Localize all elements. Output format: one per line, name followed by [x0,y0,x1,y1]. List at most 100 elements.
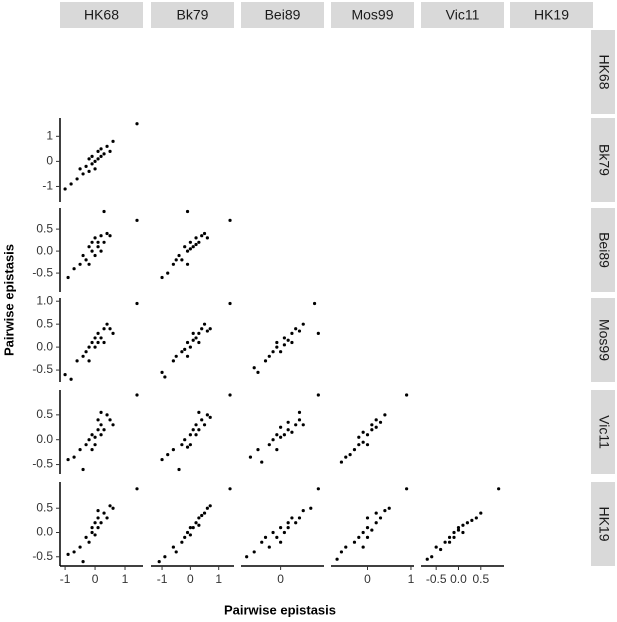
point [352,540,357,544]
point [197,340,201,345]
point [252,550,256,554]
point [174,550,178,554]
point [297,516,302,520]
y-tick-label: 0.0 [36,525,53,539]
point [99,521,103,525]
point [282,336,286,340]
point [105,413,109,417]
point [452,530,456,535]
x-tick-label: 1 [408,572,415,586]
point [180,443,184,447]
x-tick-label: -0.5 [426,572,447,586]
point [90,240,94,244]
point [365,535,370,539]
point [188,433,192,437]
point [260,460,264,464]
point [260,540,264,544]
point [180,258,184,262]
row-strip-label: Bei89 [596,232,612,268]
y-tick-label: 0.0 [36,243,53,257]
column-strip-label: Bk79 [177,7,209,23]
point [78,167,82,171]
point [202,322,207,326]
point [271,438,275,442]
point [197,428,201,432]
point [248,455,253,459]
point [465,521,470,525]
point [208,504,212,508]
point [90,249,94,253]
column-strip-label: HK68 [84,7,119,23]
point [191,338,195,342]
point [185,262,190,266]
point [111,139,115,143]
point [185,209,190,214]
point [279,425,283,429]
strip-bg [421,2,504,28]
x-tick-label: 1 [215,572,222,586]
point [205,329,209,333]
strip-bg [151,2,234,28]
point [160,457,164,462]
point [160,370,164,374]
point [387,506,391,510]
point [81,354,85,358]
point [374,418,378,422]
y-tick-label: -0.5 [32,362,53,376]
point [87,262,91,266]
point [102,209,106,214]
point [205,236,209,240]
point [370,423,374,427]
point [96,428,100,432]
point [111,331,115,335]
point [447,540,452,544]
point [275,345,279,349]
point [108,149,112,153]
point [188,533,192,537]
point [286,521,290,525]
point [294,521,298,525]
point [405,393,409,397]
point [90,448,94,452]
point [200,327,204,331]
column-strip-label: Mos99 [351,7,393,23]
point [191,331,195,335]
point [87,540,91,544]
point [177,253,181,258]
point [443,540,447,544]
point [447,535,452,539]
point [200,234,204,238]
point [171,262,175,266]
point [183,535,187,539]
point [99,433,103,437]
point [185,530,190,535]
point [188,443,192,447]
point [99,336,103,340]
point [99,249,103,253]
point [252,366,256,370]
point [383,413,387,417]
point [185,249,190,253]
point [205,413,209,417]
point [267,354,271,358]
point [81,467,85,472]
point [108,504,112,508]
point [84,535,88,539]
point [90,433,94,437]
point [290,340,294,345]
point [171,359,175,363]
point [69,182,73,186]
point [135,487,139,491]
x-tick-label: 0.5 [472,572,489,586]
point [197,523,201,527]
point [93,443,97,447]
x-tick-label: 1 [122,572,129,586]
point [87,438,91,442]
point [191,245,195,249]
point [282,433,286,437]
point [66,457,70,462]
point [183,438,187,442]
point [69,377,73,381]
point [183,347,187,352]
strip-bg [591,30,615,114]
